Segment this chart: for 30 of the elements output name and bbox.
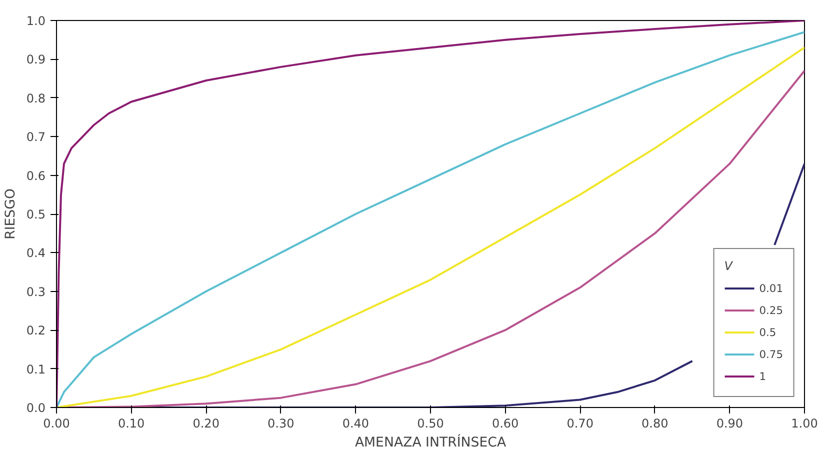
x-tick-label: 0.30 [268,416,294,430]
legend-label: 0.01 [759,282,783,294]
x-tick-label: 0.20 [192,416,220,430]
legend-title: V [724,259,734,273]
y-tick-label: 0.3 [26,284,46,299]
x-tick-label: 0.50 [417,416,444,430]
legend-label: 0.25 [759,304,783,316]
x-tick-label: 0.10 [118,416,145,430]
legend-label: 1 [759,370,768,382]
legend-label: 0.5 [759,326,778,338]
y-tick-label: 0.7 [26,130,46,144]
x-tick-label: 0.90 [716,416,744,430]
y-tick-label: 0.2 [26,324,46,338]
y-tick-label: 1.0 [26,14,46,28]
y-axis-title: RIESGO [3,188,18,240]
x-axis-title: AMENAZA INTRÍNSECA [354,434,506,450]
x-tick-label: 0.80 [642,416,668,430]
y-tick-label: 0.9 [26,52,46,67]
y-tick-label: 0.4 [26,246,46,260]
y-tick-label: 0.0 [26,401,46,415]
x-tick-label: 1.00 [791,416,818,430]
x-tick-label: 0.40 [342,416,370,430]
y-tick-label: 0.6 [26,168,46,183]
y-tick-label: 0.5 [26,208,46,222]
x-tick-label: 0.70 [566,416,594,430]
x-tick-label: 0.60 [492,416,519,430]
y-tick-label: 0.1 [26,362,46,376]
legend-label: 0.75 [759,348,783,360]
x-tick-label: 0.00 [43,416,70,430]
y-tick-label: 0.8 [26,91,46,106]
